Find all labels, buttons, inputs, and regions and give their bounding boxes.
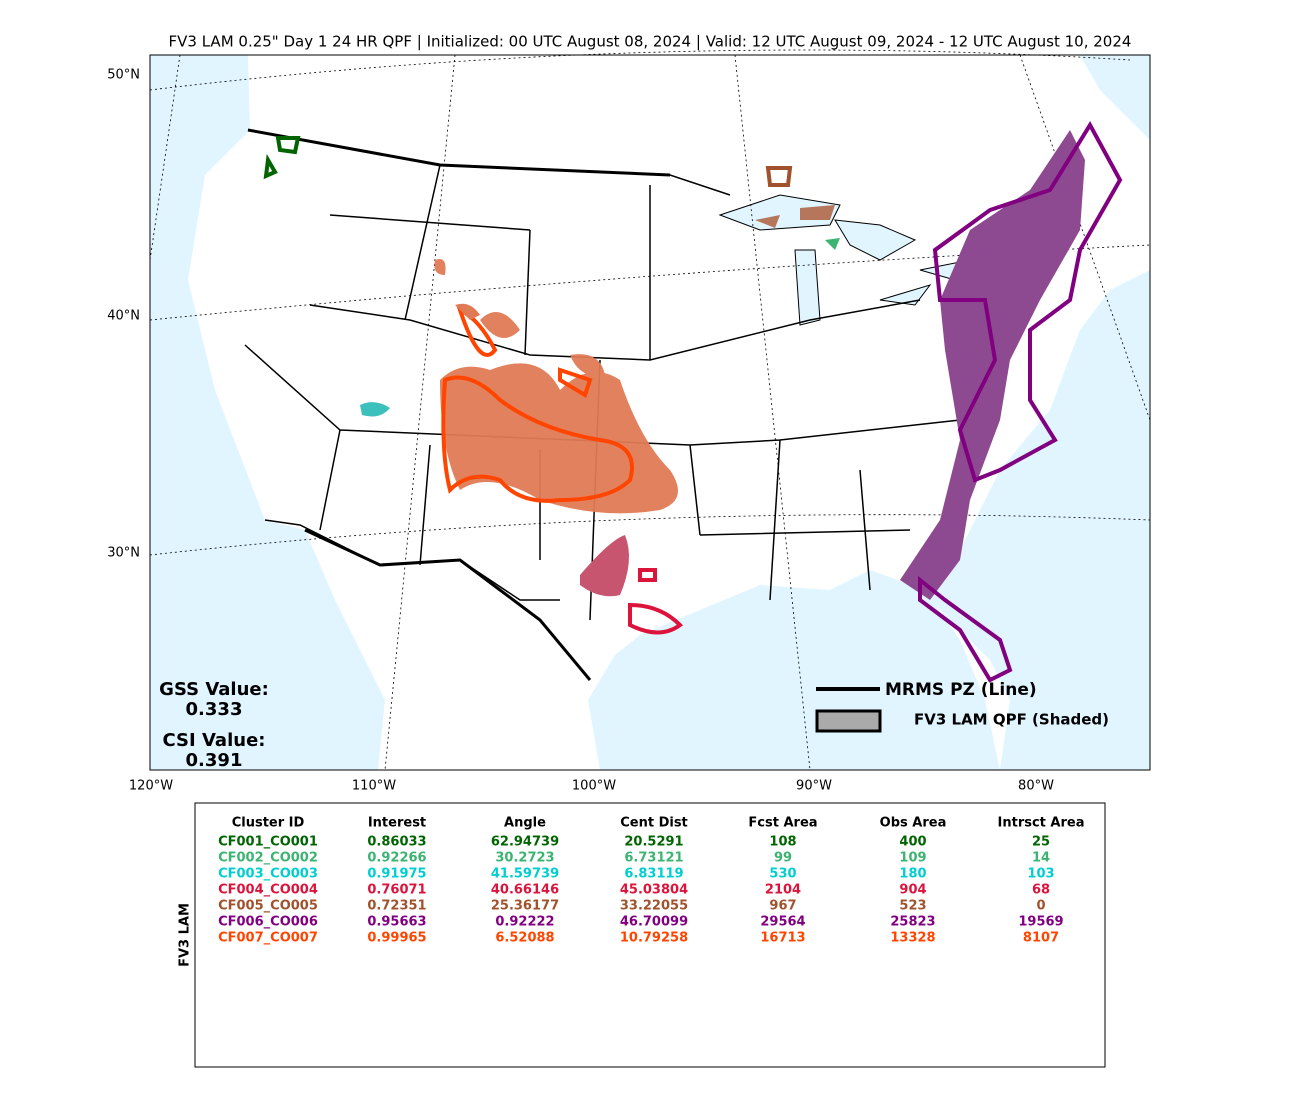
table-cell: 10.79258 (620, 931, 688, 946)
table-cell: 30.2723 (495, 851, 554, 866)
table-cell: CF004_CO004 (218, 883, 318, 898)
table-cell: 109 (899, 851, 926, 866)
table-cell: 8107 (1023, 931, 1059, 946)
qpf-area (455, 303, 480, 320)
table-cell: CF001_CO001 (218, 835, 318, 850)
table-cell: 904 (899, 883, 926, 898)
legend-label: MRMS PZ (Line) (885, 680, 1037, 700)
lon-label: 110°W (352, 779, 396, 794)
obs-outline (263, 136, 301, 180)
table-cell: 14 (1032, 851, 1050, 866)
qpf-area (360, 402, 390, 417)
obs-outline (628, 568, 684, 635)
table-cell: 108 (769, 835, 796, 850)
table-cell: 46.70099 (620, 915, 688, 930)
table-cell: CF006_CO006 (218, 915, 318, 930)
table-cell: 16713 (760, 931, 805, 946)
table-cell: 6.73121 (624, 851, 683, 866)
obs-outline (918, 121, 1123, 683)
table-cell: 6.52088 (495, 931, 554, 946)
table-cell: 0.72351 (367, 899, 426, 914)
lon-label: 90°W (796, 779, 832, 794)
obs-outline (765, 166, 793, 187)
table-cell: 33.22055 (620, 899, 688, 914)
table-cell: CF007_CO007 (218, 931, 318, 946)
atlantic (930, 270, 1150, 770)
qpf-area (434, 259, 678, 514)
lat-label: 40°N (107, 309, 140, 324)
table-cell: 180 (899, 867, 926, 882)
table-cell: 6.83119 (624, 867, 683, 882)
table-cell: 0.91975 (367, 867, 426, 882)
lon-label: 80°W (1018, 779, 1054, 794)
table-cell: 0.92266 (367, 851, 426, 866)
table-frame (194, 802, 1106, 1068)
table-cell: 967 (769, 899, 796, 914)
table-cell: 0.76071 (367, 883, 426, 898)
table-cell: 0 (1036, 899, 1045, 914)
lon-label: 120°W (129, 779, 173, 794)
column-header: Interest (368, 816, 426, 831)
table-cell: CF005_CO005 (218, 899, 318, 914)
column-header: Fcst Area (748, 816, 817, 831)
table-cell: CF003_CO003 (218, 867, 318, 882)
table-cell: 25.36177 (491, 899, 559, 914)
map-frame (149, 54, 1151, 771)
csi-label: CSI Value: (163, 730, 266, 751)
table-cell: 99 (774, 851, 792, 866)
table-cell: 41.59739 (491, 867, 559, 882)
table-cell: 530 (769, 867, 796, 882)
qpf-area (825, 238, 840, 250)
side-label: FV3 LAM (178, 903, 193, 967)
table-cell: 0.95663 (367, 915, 426, 930)
table-cell: 0.99965 (367, 931, 426, 946)
table-cell: 62.94739 (491, 835, 559, 850)
csi-value: 0.391 (186, 750, 243, 771)
gss-value: 0.333 (186, 699, 243, 720)
lat-label: 50°N (107, 68, 140, 83)
qpf-area (755, 205, 835, 228)
lon-label: 100°W (572, 779, 616, 794)
table-cell: 40.66146 (491, 883, 559, 898)
map: 50°N 40°N 30°N 120°W 110°W 100°W 90°W 80… (107, 49, 1151, 794)
column-header: Cent Dist (620, 816, 688, 831)
table-cell: 0.92222 (495, 915, 554, 930)
table-cell: 0.86033 (367, 835, 426, 850)
table-cell: 400 (899, 835, 926, 850)
table-cell: 523 (899, 899, 926, 914)
table-cell: CF002_CO002 (218, 851, 318, 866)
gss-label: GSS Value: (159, 679, 269, 700)
table-cell: 68 (1032, 883, 1050, 898)
table-cell: 45.03804 (620, 883, 688, 898)
legend-label: FV3 LAM QPF (Shaded) (914, 711, 1109, 729)
lake (834, 219, 917, 261)
qpf-area (580, 535, 629, 597)
title: FV3 LAM 0.25" Day 1 24 HR QPF | Initiali… (169, 33, 1132, 51)
lake (794, 249, 821, 326)
pacific (150, 55, 385, 770)
legend-swatch (815, 709, 882, 733)
table-cell: 29564 (760, 915, 805, 930)
graticule (149, 49, 1151, 771)
column-header: Angle (504, 816, 546, 831)
table-cell: 2104 (765, 883, 801, 898)
table-cell: 103 (1027, 867, 1054, 882)
table-cell: 19569 (1018, 915, 1063, 930)
hudson (1080, 55, 1150, 140)
stats-table: FV3 LAM Cluster ID Interest Angle Cent Dist… (178, 802, 1106, 1068)
table-cell: 20.5291 (624, 835, 683, 850)
table-cell: 25 (1032, 835, 1050, 850)
column-header: Intrsct Area (998, 816, 1085, 831)
table-cell: 25823 (890, 915, 935, 930)
column-header: Obs Area (880, 816, 947, 831)
border (247, 128, 671, 681)
gulf (588, 570, 1000, 770)
lat-label: 30°N (107, 546, 140, 561)
table-cell: 13328 (890, 931, 935, 946)
lake (718, 194, 841, 231)
column-header: Cluster ID (232, 816, 305, 831)
